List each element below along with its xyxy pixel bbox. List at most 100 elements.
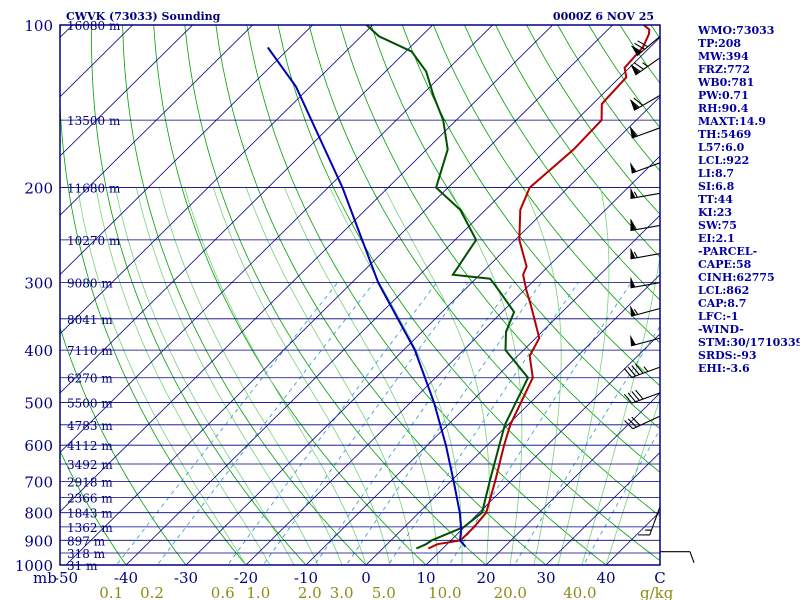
height-label: 897 m: [67, 534, 106, 548]
mixing-ratio-label: 40.0: [563, 584, 596, 600]
moist-adiabat: [115, 187, 295, 565]
dewpoint-trace: [365, 25, 530, 550]
wind-barbs: [623, 35, 695, 563]
isotherm: [485, 392, 660, 565]
index-value: CINH:62775: [698, 271, 775, 284]
mixing-ratio-label: 0.1: [99, 584, 123, 600]
wind-barb: [630, 276, 661, 289]
isotherm: [60, 25, 434, 394]
plot-frame: [59, 24, 661, 566]
isotherm: [60, 25, 554, 513]
wind-barb: [630, 247, 661, 260]
moist-adiabat: [557, 187, 610, 565]
index-value: STM:30/171033920: [698, 336, 800, 349]
height-label: 3492 m: [67, 458, 113, 472]
moist-adiabat: [329, 187, 463, 565]
mixing-ratio-labels: 0.1 0.2 0.6 1.0 2.0 3.0 5.0 10.0 20.0 40.0: [99, 584, 596, 600]
pressure-label: 900: [24, 532, 53, 550]
mixing-ratio-label: 0.6: [211, 584, 235, 600]
moist-adiabat: [581, 254, 660, 565]
height-label: 1843 m: [67, 507, 113, 521]
moist-adiabat: [605, 396, 660, 565]
mixing-ratio-line: [262, 282, 469, 565]
mixing-ratio-unit-label: g/kg: [640, 584, 674, 600]
mixing-ratio-label: 1.0: [246, 584, 270, 600]
wind-barb: [623, 363, 661, 378]
pressure-unit-label: mb: [33, 569, 57, 587]
pressure-label: 1000: [15, 557, 53, 575]
index-value: WB0:781: [698, 76, 755, 89]
temperature-label: -10: [294, 569, 318, 587]
index-value: KI:23: [698, 206, 733, 219]
temperature-label: -40: [114, 569, 138, 587]
height-label: 4783 m: [67, 419, 113, 433]
index-value: L57:6.0: [698, 141, 745, 154]
mixing-ratio-line: [115, 282, 338, 565]
mixing-ratio-line: [156, 282, 375, 565]
index-value: LCL:862: [698, 284, 750, 297]
height-labels: 16080 m 13500 m 11680 m 10270 m 9080 m 8041 m…: [67, 19, 121, 573]
temperature-label: 40: [596, 569, 615, 587]
height-label: 6270 m: [67, 372, 113, 386]
index-value: LFC:-1: [698, 310, 739, 323]
isotherm: [65, 25, 614, 565]
mixing-ratio-line: [387, 282, 579, 565]
index-value: TP:208: [698, 37, 742, 50]
wind-barb: [623, 389, 661, 404]
temperature-label: -50: [54, 569, 78, 587]
mixing-ratio-label: 0.2: [140, 584, 164, 600]
index-value: MW:394: [698, 50, 749, 63]
dry-adiabat: [60, 326, 187, 565]
index-value: CAPE:58: [698, 258, 752, 271]
wind-barb: [638, 506, 661, 536]
moist-adiabat: [95, 187, 271, 565]
temperature-trace: [427, 25, 651, 550]
chart-time: 0000Z 6 NOV 25: [553, 10, 654, 23]
mixing-ratio-label: 10.0: [428, 584, 461, 600]
height-label: 7110 m: [67, 344, 113, 358]
temperature-label: -20: [234, 569, 258, 587]
pressure-label: 700: [24, 473, 53, 491]
dry-adiabat: [60, 450, 127, 565]
index-value: -PARCEL-: [698, 245, 758, 258]
index-value: FRZ:772: [698, 63, 751, 76]
index-value: PW:0.71: [698, 89, 749, 102]
height-label: 10270 m: [67, 234, 121, 248]
isotherm: [365, 274, 660, 565]
pressure-label: 400: [24, 342, 53, 360]
temperature-label: -30: [174, 569, 198, 587]
height-label: 2918 m: [67, 475, 113, 489]
height-label: 9080 m: [67, 277, 113, 291]
mixing-ratio-label: 3.0: [330, 584, 354, 600]
moist-adiabat: [77, 187, 247, 565]
height-label: 16080 m: [67, 19, 121, 33]
isotherm: [185, 96, 660, 565]
index-value: WMO:73033: [698, 24, 775, 37]
temperature-labels: -50 -40 -30 -20 -10 0 10 20 30 40: [54, 569, 616, 587]
parcel-trace: [266, 46, 467, 548]
pressure-label: 100: [24, 17, 53, 35]
index-value: TH:5469: [698, 128, 752, 141]
dry-adiabat: [246, 25, 607, 565]
moist-adiabat: [448, 187, 523, 565]
sounding-indices: WMO:73033 TP:208 MW:394 FRZ:772 WB0:781 PW:0.…: [698, 24, 800, 375]
wind-barb: [630, 219, 661, 232]
isotherm: [545, 451, 660, 565]
height-label: 13500 m: [67, 114, 121, 128]
wind-barb: [629, 94, 661, 111]
wind-barb: [630, 187, 661, 200]
isotherm: [60, 25, 314, 276]
moist-adiabat: [158, 187, 343, 565]
moist-adiabat: [184, 187, 367, 565]
temperature-label: 30: [536, 569, 555, 587]
wind-barb: [630, 57, 661, 76]
index-value: -WIND-: [698, 323, 744, 336]
isotherm: [60, 25, 494, 453]
height-label: 1362 m: [67, 521, 113, 535]
mixing-ratio-label: 2.0: [298, 584, 322, 600]
pressure-label: 600: [24, 437, 53, 455]
index-value: LI:8.7: [698, 167, 735, 180]
index-value: CAP:8.7: [698, 297, 747, 310]
mixing-ratio-label: 5.0: [372, 584, 396, 600]
